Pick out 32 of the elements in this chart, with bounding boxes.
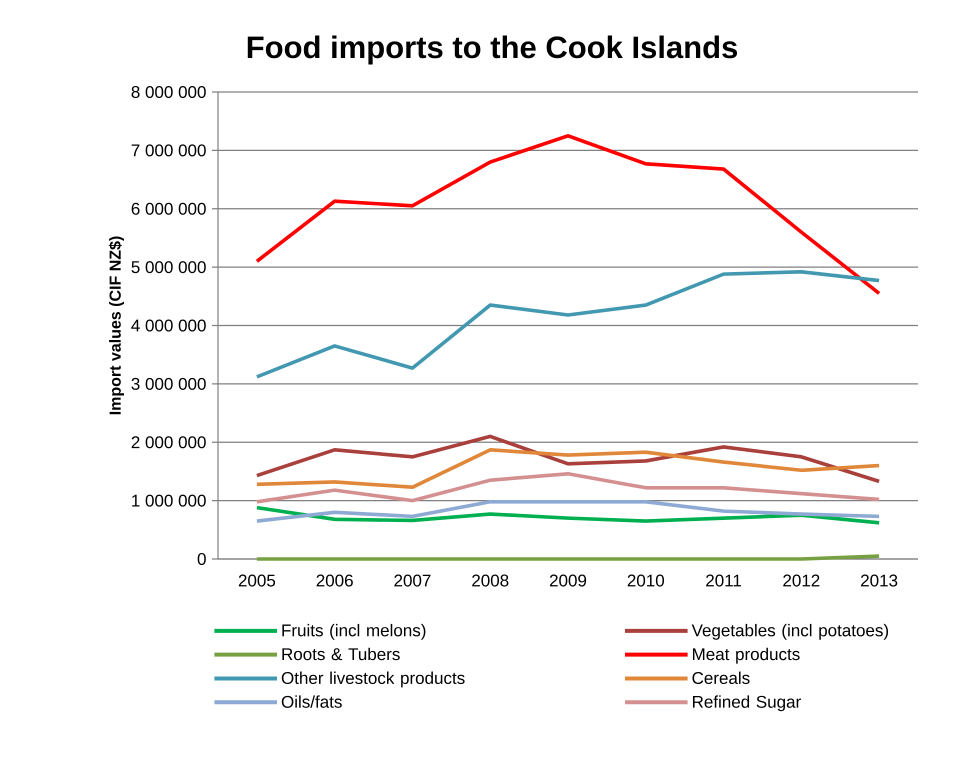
x-tick-label: 2005 — [238, 574, 276, 587]
legend-label: Cereals — [692, 672, 750, 684]
x-tick-label: 2010 — [628, 574, 664, 587]
legend-label: Fruits (incl melons) — [282, 624, 426, 640]
legend-label: Roots & Tubers — [282, 648, 400, 660]
line-series — [255, 434, 881, 484]
y-tick-label: 7 000 000 — [132, 144, 206, 156]
y-tick-label: 1 000 000 — [132, 494, 206, 507]
legend-label: Meat products — [692, 648, 800, 664]
legend-label: Vegetables (incl potatoes) — [692, 624, 888, 640]
y-axis-title: Import values (CIF NZ$) — [108, 236, 124, 414]
y-tick-label: 3 000 000 — [131, 378, 206, 390]
x-tick-label: 2013 — [861, 574, 898, 587]
y-tick-label: 0 — [198, 552, 206, 566]
y-tick-label: 6 000 000 — [132, 202, 206, 215]
line-series — [255, 134, 881, 296]
y-tick-label: 8 000 000 — [132, 86, 206, 98]
legend-label: Refined Sugar — [692, 695, 801, 712]
x-tick-label: 2009 — [550, 574, 586, 587]
y-tick-label: 5 000 000 — [132, 261, 206, 274]
y-tick-label: 2 000 000 — [132, 436, 206, 448]
x-tick-label: 2006 — [316, 574, 353, 587]
line-series — [255, 270, 881, 379]
chart-title: Food imports to the Cook Islands — [248, 36, 738, 64]
x-tick-label: 2011 — [706, 574, 742, 587]
y-tick-label: 4 000 000 — [131, 319, 206, 332]
x-tick-label: 2007 — [394, 574, 430, 587]
x-tick-label: 2012 — [783, 574, 820, 587]
line-series — [255, 448, 881, 489]
legend-label: Oils/fats — [282, 695, 342, 708]
legend-label: Other livestock products — [282, 672, 465, 688]
x-tick-label: 2008 — [472, 574, 508, 587]
